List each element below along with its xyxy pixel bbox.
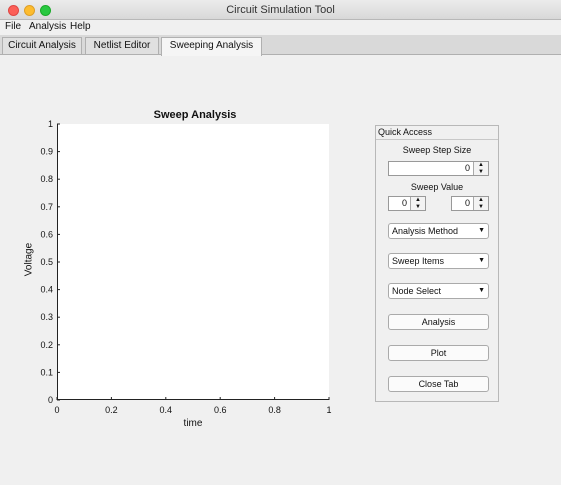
plot-button[interactable]: Plot xyxy=(388,345,489,361)
y-tick-label: 0.2 xyxy=(40,340,53,350)
y-tick-label: 0.5 xyxy=(40,257,53,267)
menu-analysis[interactable]: Analysis xyxy=(29,21,67,32)
chevron-down-icon: ▼ xyxy=(478,227,485,234)
y-tick-label: 0.8 xyxy=(40,174,53,184)
sweep-step-size-spinner[interactable]: ▲ ▼ xyxy=(473,162,488,175)
spinner-up-icon[interactable]: ▲ xyxy=(478,197,484,203)
y-tick-label: 0.9 xyxy=(40,147,53,157)
minimize-window-icon[interactable] xyxy=(24,5,35,16)
spinner-down-icon[interactable]: ▼ xyxy=(415,203,421,210)
sweep-value-end-input[interactable]: 0 ▲ ▼ xyxy=(451,196,489,211)
x-tick-label: 1 xyxy=(326,405,331,415)
plot-area xyxy=(57,124,329,400)
analysis-method-dropdown[interactable]: Analysis Method ▼ xyxy=(388,223,489,239)
y-tick-label: 0.7 xyxy=(40,202,53,212)
sweep-value-end-spinner[interactable]: ▲ ▼ xyxy=(473,197,488,210)
y-tick-label: 0.1 xyxy=(40,367,53,377)
menu-bar: File Analysis Help xyxy=(0,20,561,34)
window-title: Circuit Simulation Tool xyxy=(226,4,335,16)
sweep-step-size-input[interactable]: 0 ▲ ▼ xyxy=(388,161,489,176)
y-tick-label: 0.3 xyxy=(40,312,53,322)
plot-title: Sweep Analysis xyxy=(153,109,237,121)
sweep-value-end: 0 xyxy=(464,198,470,208)
sweep-items-dropdown[interactable]: Sweep Items ▼ xyxy=(388,253,489,269)
x-tick-label: 0.6 xyxy=(214,405,227,415)
panel-divider xyxy=(376,139,498,140)
quick-access-title: Quick Access xyxy=(378,127,433,137)
analysis-method-value: Analysis Method xyxy=(392,226,459,236)
analysis-button[interactable]: Analysis xyxy=(388,314,489,330)
menu-file[interactable]: File xyxy=(5,21,22,32)
spinner-down-icon[interactable]: ▼ xyxy=(478,168,484,175)
menu-help[interactable]: Help xyxy=(70,21,91,32)
y-tick-label: 1 xyxy=(48,119,53,129)
node-select-value: Node Select xyxy=(392,286,442,296)
maximize-window-icon[interactable] xyxy=(40,5,51,16)
spinner-down-icon[interactable]: ▼ xyxy=(478,203,484,210)
tab-sweeping-analysis[interactable]: Sweeping Analysis xyxy=(161,37,262,56)
chevron-down-icon: ▼ xyxy=(478,257,485,264)
sweep-value-start-input[interactable]: 0 ▲ ▼ xyxy=(388,196,426,211)
x-tick-label: 0.8 xyxy=(268,405,281,415)
x-axis-label: time xyxy=(183,418,203,429)
tab-netlist-editor[interactable]: Netlist Editor xyxy=(85,37,159,54)
sweep-value-start: 0 xyxy=(401,198,407,208)
sweep-step-size-value: 0 xyxy=(464,163,470,173)
close-tab-button[interactable]: Close Tab xyxy=(388,376,489,392)
y-tick-label: 0 xyxy=(48,395,53,405)
close-window-icon[interactable] xyxy=(8,5,19,16)
x-tick-label: 0 xyxy=(54,405,59,415)
window-titlebar: Circuit Simulation Tool xyxy=(0,0,561,20)
x-tick-label: 0.4 xyxy=(160,405,173,415)
sweep-step-size-label: Sweep Step Size xyxy=(402,145,472,155)
y-tick-label: 0.4 xyxy=(40,285,53,295)
y-axis-label: Voltage xyxy=(23,242,35,277)
chevron-down-icon: ▼ xyxy=(478,287,485,294)
sweep-value-label: Sweep Value xyxy=(410,182,464,192)
y-tick-label: 0.6 xyxy=(40,229,53,239)
x-tick-label: 0.2 xyxy=(105,405,118,415)
sweep-value-start-spinner[interactable]: ▲ ▼ xyxy=(410,197,425,210)
sweep-items-value: Sweep Items xyxy=(392,256,445,266)
spinner-up-icon[interactable]: ▲ xyxy=(415,197,421,203)
node-select-dropdown[interactable]: Node Select ▼ xyxy=(388,283,489,299)
tab-circuit-analysis[interactable]: Circuit Analysis xyxy=(2,37,82,54)
quick-access-panel: Quick Access Sweep Step Size 0 ▲ ▼ Sweep … xyxy=(375,125,499,402)
spinner-up-icon[interactable]: ▲ xyxy=(478,162,484,168)
tab-bar: Circuit Analysis Netlist Editor Sweeping… xyxy=(0,35,561,56)
